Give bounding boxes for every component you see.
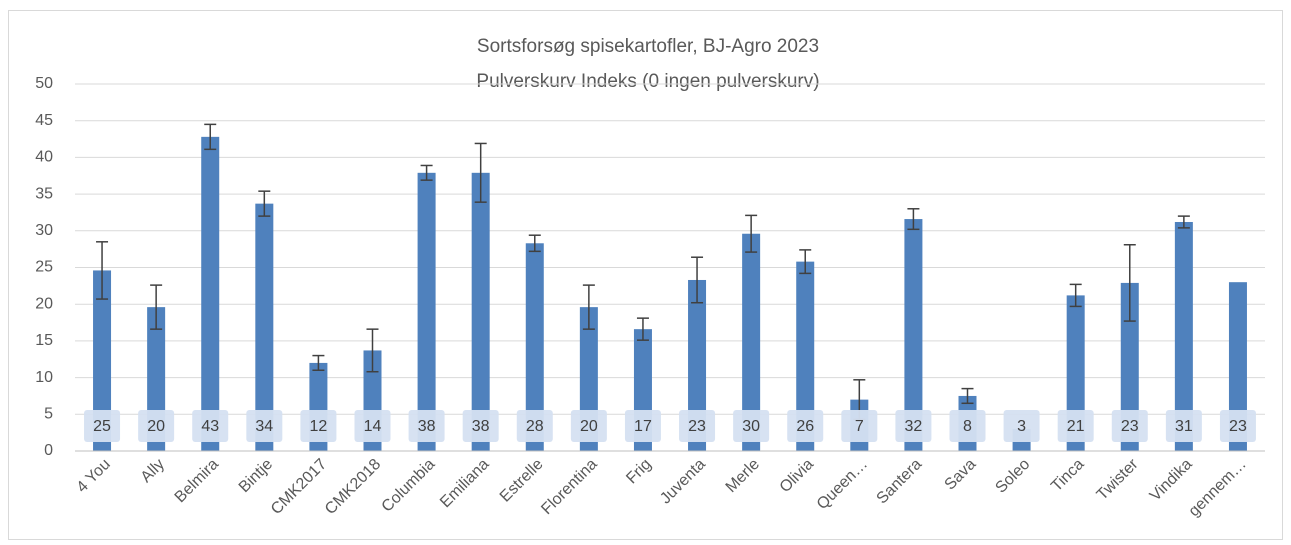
y-tick-label: 15 bbox=[35, 332, 53, 349]
data-label: 23 bbox=[688, 418, 706, 435]
bar bbox=[1228, 282, 1247, 451]
y-tick-label: 50 bbox=[35, 75, 53, 92]
data-label-box bbox=[138, 410, 175, 442]
bar bbox=[471, 172, 490, 451]
bar bbox=[93, 270, 112, 451]
data-label: 20 bbox=[147, 418, 165, 435]
y-tick-label: 0 bbox=[44, 442, 53, 459]
chart-title: Sortsforsøg spisekartofler, BJ-Agro 2023 bbox=[477, 36, 819, 57]
bar bbox=[255, 203, 274, 451]
data-label-box bbox=[1219, 410, 1256, 442]
y-tick-label: 25 bbox=[35, 259, 53, 276]
data-label-box bbox=[570, 410, 607, 442]
bar bbox=[525, 243, 544, 451]
data-label-box bbox=[516, 410, 553, 442]
data-label: 32 bbox=[905, 418, 923, 435]
data-label: 28 bbox=[526, 418, 544, 435]
bar bbox=[688, 279, 707, 451]
data-label: 21 bbox=[1067, 418, 1085, 435]
bar bbox=[904, 219, 923, 451]
data-label-box bbox=[624, 410, 661, 442]
bar bbox=[417, 172, 436, 451]
data-label: 12 bbox=[310, 418, 328, 435]
data-label-box bbox=[895, 410, 932, 442]
data-label: 26 bbox=[796, 418, 814, 435]
data-label-box bbox=[841, 410, 878, 442]
y-tick-label: 35 bbox=[35, 185, 53, 202]
data-label: 34 bbox=[255, 418, 273, 435]
chart-subtitle: Pulverskurv Indeks (0 ingen pulverskurv) bbox=[476, 71, 819, 92]
data-label-box bbox=[192, 410, 229, 442]
y-tick-label: 20 bbox=[35, 295, 53, 312]
data-label: 14 bbox=[364, 418, 382, 435]
y-tick-label: 45 bbox=[35, 112, 53, 129]
data-label-box bbox=[1057, 410, 1094, 442]
data-label: 7 bbox=[855, 418, 864, 435]
data-label-box bbox=[408, 410, 445, 442]
data-label-box bbox=[1111, 410, 1148, 442]
data-label: 43 bbox=[201, 418, 219, 435]
data-label-box bbox=[300, 410, 337, 442]
data-label: 23 bbox=[1121, 418, 1139, 435]
bar bbox=[1174, 221, 1193, 451]
data-label: 38 bbox=[472, 418, 490, 435]
data-label: 8 bbox=[963, 418, 972, 435]
y-tick-label: 40 bbox=[35, 149, 53, 166]
data-label-box bbox=[354, 410, 391, 442]
data-label-box bbox=[787, 410, 824, 442]
data-label: 30 bbox=[742, 418, 760, 435]
bar bbox=[1120, 282, 1139, 451]
y-tick-label: 30 bbox=[35, 222, 53, 239]
data-label-box bbox=[84, 410, 121, 442]
data-label: 17 bbox=[634, 418, 652, 435]
data-label: 38 bbox=[418, 418, 436, 435]
data-label: 31 bbox=[1175, 418, 1193, 435]
data-label: 20 bbox=[580, 418, 598, 435]
data-label-box bbox=[733, 410, 770, 442]
y-tick-label: 5 bbox=[44, 406, 53, 423]
data-label-box bbox=[462, 410, 499, 442]
data-label-box bbox=[949, 410, 986, 442]
data-label-box bbox=[679, 410, 716, 442]
data-label: 3 bbox=[1017, 418, 1026, 435]
data-label-box bbox=[246, 410, 283, 442]
data-label: 25 bbox=[93, 418, 111, 435]
bar bbox=[201, 136, 220, 451]
data-label: 23 bbox=[1229, 418, 1247, 435]
y-tick-label: 10 bbox=[35, 369, 53, 386]
data-label-box bbox=[1003, 410, 1040, 442]
bar bbox=[796, 261, 815, 451]
bar bbox=[742, 233, 761, 451]
data-label-box bbox=[1165, 410, 1202, 442]
